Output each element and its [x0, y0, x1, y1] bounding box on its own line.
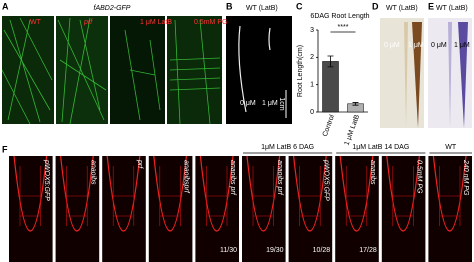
- image-label: prf: [136, 159, 143, 169]
- cell-walls: [64, 166, 90, 226]
- image-label: anaoibs prf: [276, 160, 283, 196]
- root-outline: [153, 155, 187, 232]
- group-label: WT: [445, 144, 457, 151]
- image-label: 0 μM: [431, 42, 447, 49]
- image-label: 0 μM: [240, 100, 256, 107]
- image-label: 1 μM: [408, 42, 424, 49]
- panel-letter: B: [226, 1, 233, 11]
- image-label: 240 nM PG: [462, 159, 469, 196]
- cell-walls: [297, 166, 323, 226]
- x-tick-label: Control: [322, 114, 336, 138]
- y-tick-label: 1: [310, 82, 314, 89]
- bar: [322, 61, 339, 113]
- root: [448, 22, 452, 128]
- cell-walls: [18, 166, 43, 226]
- root-outline: [293, 155, 327, 232]
- fraction-label: 10/28: [313, 247, 331, 254]
- cell-walls: [204, 166, 229, 226]
- panel-letter: F: [2, 144, 8, 154]
- group-label: 1μM LatB 14 DAG: [352, 144, 409, 151]
- root-outline: [339, 155, 374, 232]
- panel-title: fABD2-GFP: [94, 5, 131, 12]
- fraction-label: 17/28: [359, 247, 377, 254]
- image-label: 0 μM: [384, 42, 400, 49]
- y-tick-label: 2: [310, 54, 314, 61]
- image-label: anaoibs prf: [229, 160, 236, 196]
- image-label: anaoibs: [369, 160, 376, 185]
- panel-letter: C: [296, 1, 303, 11]
- seedling: [268, 27, 271, 51]
- root-outline: [60, 155, 94, 232]
- root: [404, 22, 408, 128]
- error-bar: [352, 102, 359, 106]
- image-label: prf: [83, 19, 93, 26]
- image-label: anaoibsprf: [183, 160, 190, 194]
- panel-a-images: [1, 16, 222, 125]
- cell-walls: [157, 166, 183, 226]
- root: [458, 22, 468, 128]
- cell-walls: [251, 166, 276, 226]
- root-outline: [386, 155, 420, 232]
- image-label: 1 μM LatB: [140, 19, 172, 26]
- root: [412, 22, 422, 128]
- panel-title: WT (LatB): [436, 5, 468, 12]
- scale-label: 1cm: [278, 97, 285, 110]
- panel-letter: E: [428, 1, 434, 11]
- group-label: 1μM LatB 6 DAG: [261, 144, 314, 151]
- root-outline: [199, 155, 234, 232]
- panel-letter: A: [2, 1, 9, 11]
- image-label: 1 μM: [262, 100, 278, 107]
- y-tick-label: 0: [310, 109, 314, 116]
- panel-title: WT (LatB): [246, 5, 278, 12]
- image-label: anaoibs: [89, 160, 96, 185]
- cell-walls: [344, 166, 369, 226]
- panel-title: WT (LatB): [386, 5, 418, 12]
- x-tick-label: 1 μM LatB: [344, 114, 362, 147]
- cell-walls: [111, 166, 136, 226]
- root-outline: [246, 155, 281, 232]
- root-outline: [432, 155, 467, 232]
- seedling: [238, 25, 247, 113]
- image-label: pWOX5:GFP: [322, 159, 329, 201]
- image-label: WT: [30, 19, 42, 26]
- image-label: 0.5mM PG: [194, 19, 227, 26]
- panel-b-image: [226, 16, 292, 124]
- chart-title: 6DAG Root Length: [310, 13, 369, 20]
- fraction-label: 11/30: [220, 247, 237, 254]
- cell-walls: [437, 166, 462, 226]
- image-label: pWOX5:GFP: [43, 159, 50, 201]
- image-label: 0.5mM PG: [416, 160, 423, 194]
- y-axis-label: Root Length(cm): [297, 45, 304, 97]
- panel-letter: D: [372, 1, 379, 11]
- fraction-label: 19/30: [266, 247, 284, 254]
- significance: ****: [338, 24, 349, 31]
- cell-walls: [390, 166, 416, 226]
- root-outline: [13, 155, 48, 232]
- y-tick-label: 3: [310, 27, 314, 34]
- root-outline: [106, 155, 141, 232]
- error-bar: [327, 55, 334, 68]
- image-label: 1 μM: [454, 42, 470, 49]
